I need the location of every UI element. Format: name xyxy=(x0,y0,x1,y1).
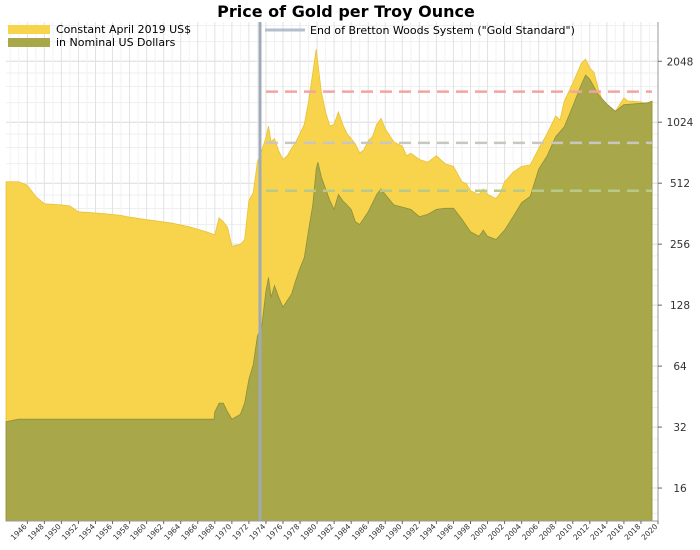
legend-label-constant: Constant April 2019 US$ xyxy=(56,23,191,36)
legend: Constant April 2019 US$ in Nominal US Do… xyxy=(8,23,575,49)
legend-label-bretton-woods: End of Bretton Woods System ("Gold Stand… xyxy=(310,24,575,37)
x-tick-label: 2016 xyxy=(605,522,625,542)
y-tick-label: 64 xyxy=(673,361,687,373)
reference-lines xyxy=(258,22,653,521)
x-tick-label: 1974 xyxy=(247,522,267,542)
x-tick-label: 2006 xyxy=(520,522,540,542)
x-tick-label: 2000 xyxy=(469,522,489,542)
x-tick-label: 1954 xyxy=(77,522,97,542)
x-tick-label: 1978 xyxy=(282,522,302,542)
x-tick-label: 1998 xyxy=(452,522,472,542)
legend-swatch-constant xyxy=(8,25,50,34)
y-tick-label: 16 xyxy=(673,483,687,495)
x-tick-label: 1984 xyxy=(333,522,353,542)
x-tick-label: 1946 xyxy=(9,522,29,542)
x-tick-label: 1980 xyxy=(299,522,319,542)
x-tick-label: 1986 xyxy=(350,522,370,542)
x-tick-label: 2018 xyxy=(623,522,643,542)
x-tick-label: 2020 xyxy=(640,522,660,542)
y-tick-label: 128 xyxy=(670,300,690,312)
x-tick-label: 1958 xyxy=(111,522,131,542)
x-tick-label: 1996 xyxy=(435,522,455,542)
x-tick-label: 2002 xyxy=(486,522,506,542)
x-tick-label: 1948 xyxy=(26,522,46,542)
x-tick-label: 1970 xyxy=(213,522,233,542)
y-tick-label: 2048 xyxy=(667,56,694,68)
x-tick-label: 1988 xyxy=(367,522,387,542)
x-tick-label: 2008 xyxy=(537,522,557,542)
area-nominal-usd xyxy=(5,74,653,522)
y-tick-label: 512 xyxy=(670,178,690,190)
x-tick-label: 1994 xyxy=(418,522,438,542)
x-tick-label: 2012 xyxy=(571,522,591,542)
x-tick-label: 1952 xyxy=(60,522,80,542)
x-tick-label: 1968 xyxy=(196,522,216,542)
x-tick-label: 1962 xyxy=(145,522,165,542)
x-tick-label: 1964 xyxy=(162,522,182,542)
x-tick-label: 2004 xyxy=(503,522,523,542)
x-tick-label: 1972 xyxy=(230,522,250,542)
chart-title: Price of Gold per Troy Ounce xyxy=(217,2,475,21)
x-tick-label: 1992 xyxy=(401,522,421,542)
legend-label-nominal: in Nominal US Dollars xyxy=(56,36,176,49)
x-tick-label: 1990 xyxy=(384,522,404,542)
x-axis: 1946194819501952195419561958196019621964… xyxy=(6,520,660,542)
x-tick-label: 2010 xyxy=(554,522,574,542)
area-series xyxy=(5,49,653,522)
x-tick-label: 1982 xyxy=(316,522,336,542)
y-tick-label: 1024 xyxy=(667,117,694,129)
y-tick-label: 32 xyxy=(673,422,686,434)
x-tick-label: 1960 xyxy=(128,522,148,542)
x-tick-label: 1956 xyxy=(94,522,114,542)
y-axis: 16 32 64 128 256 512 1024 2048 xyxy=(657,22,694,521)
legend-swatch-nominal xyxy=(8,38,50,47)
x-tick-label: 1950 xyxy=(43,522,63,542)
x-tick-label: 2014 xyxy=(588,522,608,542)
x-tick-label: 1966 xyxy=(179,522,199,542)
x-tick-label: 1976 xyxy=(265,522,285,542)
y-tick-label: 256 xyxy=(670,239,690,251)
